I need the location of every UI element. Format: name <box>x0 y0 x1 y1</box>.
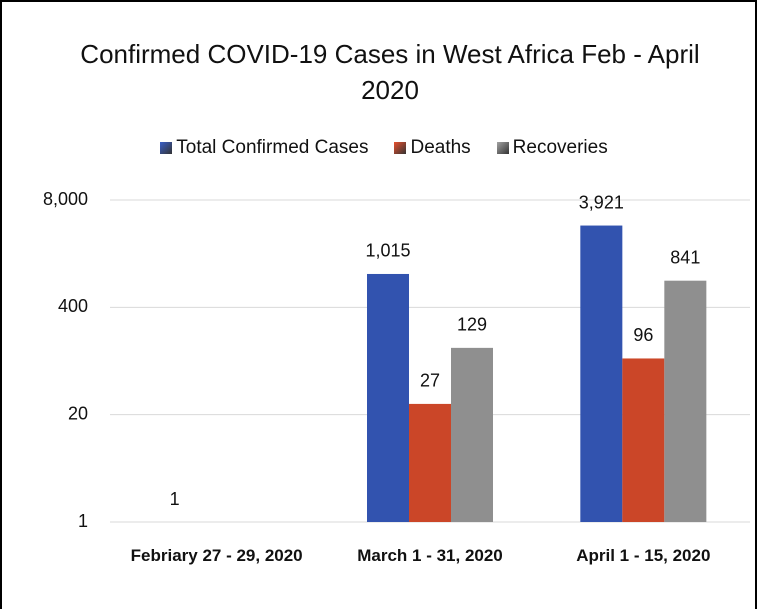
y-tick-label: 20 <box>68 403 88 423</box>
legend-item: Recoveries <box>496 137 608 159</box>
bar-shade <box>622 358 665 522</box>
legend-item: Deaths <box>394 137 471 159</box>
bar-shade <box>409 403 451 522</box>
legend-item: Total Confirmed Cases <box>160 137 368 159</box>
bar-shade <box>580 225 623 522</box>
y-tick-label: 1 <box>78 511 88 531</box>
bar <box>451 347 493 522</box>
legend-label: Deaths <box>410 137 471 158</box>
bar-shade <box>451 347 493 522</box>
legend: Total Confirmed Cases Deaths Recoveries <box>0 137 768 159</box>
data-label: 129 <box>457 315 487 335</box>
legend-swatch <box>160 142 173 154</box>
data-label: 3,921 <box>579 192 624 212</box>
bar <box>367 273 409 522</box>
bar-shade <box>664 280 707 522</box>
data-label: 1 <box>170 489 180 509</box>
x-tick-label: March 1 - 31, 2020 <box>357 546 503 565</box>
x-tick-label: April 1 - 15, 2020 <box>576 546 711 565</box>
bar <box>580 225 623 522</box>
legend-swatch <box>394 142 407 154</box>
y-tick-label: 8,000 <box>43 189 88 209</box>
data-label: 96 <box>633 325 653 345</box>
legend-label: Total Confirmed Cases <box>176 137 369 158</box>
bar <box>409 403 451 522</box>
data-label: 841 <box>670 247 700 267</box>
legend-swatch <box>496 142 509 154</box>
y-tick-label: 400 <box>58 296 88 316</box>
bar-shade <box>367 273 409 522</box>
bar <box>622 358 665 522</box>
bar <box>664 280 707 522</box>
data-label: 1,015 <box>365 241 410 261</box>
legend-label: Recoveries <box>512 137 608 158</box>
chart-title: Confirmed COVID-19 Cases in West Africa … <box>80 39 700 105</box>
data-label: 27 <box>420 371 440 391</box>
x-tick-label: Febriary 27 - 29, 2020 <box>130 546 303 565</box>
